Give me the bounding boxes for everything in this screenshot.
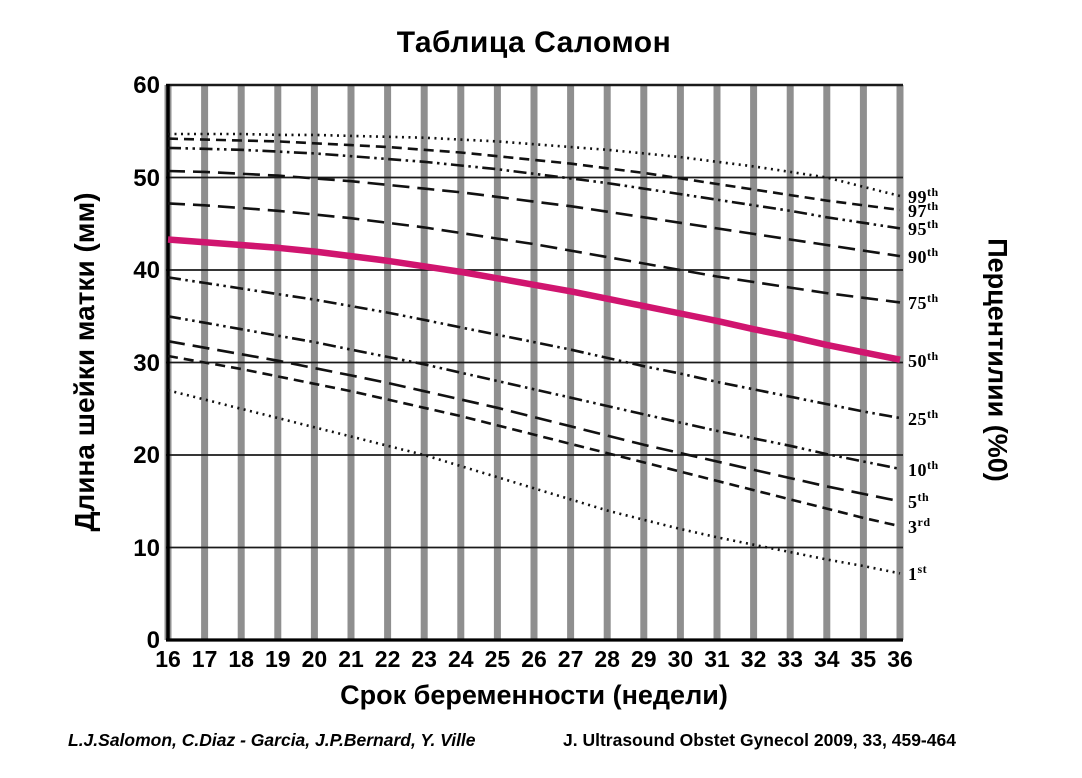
x-tick-label-18: 18 <box>228 646 254 672</box>
percentile-label-5th: 5th <box>908 490 930 513</box>
citation-authors: L.J.Salomon, C.Diaz - Garcia, J.P.Bernar… <box>68 730 476 750</box>
percentile-curve-1st <box>167 389 901 575</box>
percentile-label-3rd: 3rd <box>908 515 931 538</box>
x-tick-label-29: 29 <box>631 646 657 672</box>
percentile-label-95th: 95th <box>908 217 939 240</box>
x-tick-label-26: 26 <box>521 646 547 672</box>
x-tick-label-17: 17 <box>191 646 218 672</box>
y-tick-label-30: 30 <box>133 349 160 377</box>
x-axis-title: Срок беременности (недели) <box>340 680 728 710</box>
percentile-curve-75th <box>167 202 901 304</box>
y-tick-label-40: 40 <box>133 257 160 284</box>
percentile-label-75th: 75th <box>908 291 939 314</box>
percentile-label-50th: 50th <box>908 348 939 371</box>
y-tick-label-0: 0 <box>146 627 160 654</box>
y-tick-label-20: 20 <box>133 442 160 469</box>
percentile-label-97th: 97th <box>908 198 939 221</box>
percentile-label-1st: 1st <box>908 562 928 585</box>
percentile-curve-97th <box>167 137 901 212</box>
x-tick-label-23: 23 <box>411 646 437 672</box>
x-tick-label-21: 21 <box>338 646 364 672</box>
x-tick-label-35: 35 <box>850 646 877 672</box>
chart-title: Таблица Саломон <box>396 26 672 59</box>
x-tick-label-34: 34 <box>814 646 840 672</box>
x-tick-label-33: 33 <box>777 646 803 672</box>
percentile-curve-10th <box>167 315 901 471</box>
x-tick-label-20: 20 <box>301 646 328 672</box>
x-tick-label-28: 28 <box>594 646 620 672</box>
x-tick-label-36: 36 <box>887 646 913 672</box>
percentile-curve-50th <box>167 236 901 363</box>
y-tick-label-50: 50 <box>133 164 160 192</box>
x-tick-label-27: 27 <box>557 646 584 672</box>
percentile-label-99th: 99th <box>908 185 939 207</box>
y-tick-label-60: 60 <box>133 72 160 99</box>
x-tick-label-25: 25 <box>484 646 511 672</box>
x-tick-label-30: 30 <box>667 646 694 672</box>
percentile-curve-3rd <box>167 354 901 528</box>
x-tick-label-24: 24 <box>448 646 474 672</box>
x-tick-label-32: 32 <box>740 646 767 672</box>
x-tick-label-19: 19 <box>265 646 291 672</box>
percentile-label-25th: 25th <box>908 407 939 429</box>
percentile-label-10th: 10th <box>908 457 939 480</box>
x-tick-label-31: 31 <box>704 646 730 672</box>
x-tick-label-16: 16 <box>155 646 181 672</box>
percentile-label-90th: 90th <box>908 245 939 268</box>
percentile-curve-99th <box>168 132 901 198</box>
percentile-curve-25th <box>167 276 901 420</box>
percentile-curve-90th <box>167 169 901 258</box>
x-tick-label-22: 22 <box>374 646 401 672</box>
citation-journal: J. Ultrasound Obstet Gynecol 2009, 33, 4… <box>563 730 956 750</box>
y-tick-label-10: 10 <box>133 534 160 562</box>
